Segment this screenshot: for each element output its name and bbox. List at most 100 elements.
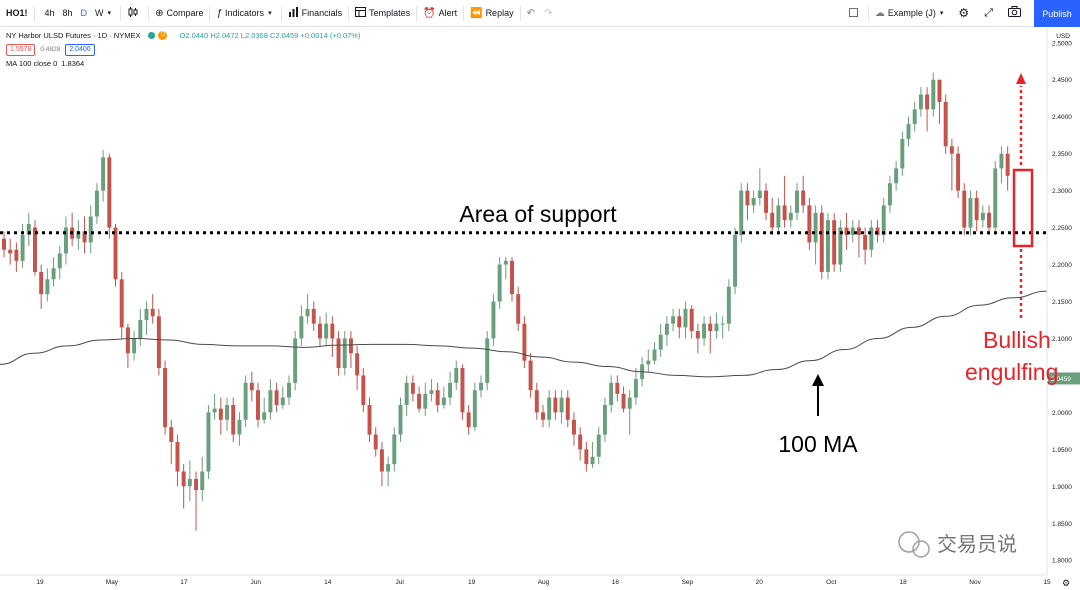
chevron-down-icon[interactable]: ▾ <box>107 10 112 17</box>
sell-price-button[interactable]: 1.5578 <box>6 43 36 56</box>
ma-value: 1.8364 <box>61 59 85 68</box>
redo-button[interactable]: ↷ <box>544 0 561 27</box>
candle-body <box>974 198 979 221</box>
candle-body <box>795 190 799 213</box>
expand-button[interactable]: ⤢ <box>978 0 1002 27</box>
currency-label: USD <box>1056 33 1070 40</box>
candle-body <box>163 368 168 428</box>
resolution-4h[interactable]: 4h <box>44 8 55 18</box>
candle <box>807 198 812 250</box>
candle <box>200 456 205 502</box>
time-axis[interactable]: 19 May 17 Jun 14 Jul 19 Aug 16 Sep 20 Oct 18 Nov 15 ⚙ <box>0 574 1070 588</box>
candle-body <box>714 323 719 332</box>
candle <box>26 212 31 247</box>
candle-body <box>881 205 886 235</box>
candle <box>398 397 403 442</box>
candle <box>695 323 700 354</box>
fullscreen-toggle[interactable]: ☐ <box>842 0 868 27</box>
cloud-icon: ☁ <box>874 7 885 19</box>
compare-label: Compare <box>166 8 204 18</box>
candle <box>968 190 973 235</box>
candle <box>57 246 62 280</box>
candle-body <box>503 260 508 265</box>
candle <box>138 308 143 346</box>
wechat-icon-bubble <box>912 540 930 558</box>
candle <box>386 456 391 487</box>
candle <box>980 205 985 228</box>
candle <box>850 220 855 243</box>
toolbar-divider <box>120 5 122 21</box>
candle-body <box>132 338 137 354</box>
watermark: 交易员说 <box>898 531 1017 558</box>
undo-button[interactable]: ↶ <box>521 0 544 27</box>
time-tick-label: Sep <box>682 579 694 586</box>
candle <box>516 286 521 332</box>
candle-body <box>212 408 217 413</box>
candle-body <box>26 223 31 235</box>
candle-body <box>398 404 403 435</box>
candle <box>181 464 186 509</box>
resolution-d[interactable]: D <box>80 8 88 18</box>
compare-button[interactable]: ⊕ Compare <box>149 0 209 27</box>
candle <box>231 397 236 442</box>
candle-body <box>850 227 855 235</box>
financials-button[interactable]: Financials <box>282 0 349 27</box>
buy-price-button[interactable]: 2.0406 <box>65 43 95 56</box>
candle <box>317 316 322 346</box>
bullish-label: Bullish <box>983 327 1051 353</box>
candle-body <box>918 94 923 110</box>
candle <box>225 397 230 431</box>
templates-button[interactable]: Templates <box>349 0 416 27</box>
candle <box>466 404 471 435</box>
candle-body <box>82 231 87 243</box>
chart-type-button[interactable] <box>121 0 148 27</box>
candle-body <box>739 190 744 235</box>
engulfing-box <box>1012 168 1034 248</box>
snapshot-button[interactable] <box>1002 0 1030 27</box>
candle <box>32 220 37 276</box>
bar-chart-icon <box>288 6 299 20</box>
candle-body <box>764 190 769 213</box>
publish-button[interactable]: Publish <box>1034 0 1080 27</box>
indicators-button[interactable]: ƒ Indicators ▾ <box>210 0 280 27</box>
candle <box>212 393 217 420</box>
layout-menu[interactable]: ☁ Example (J) ▾ <box>869 0 953 27</box>
candle-body <box>286 382 291 398</box>
candle <box>652 342 657 365</box>
candle <box>274 382 279 413</box>
candle-body <box>237 419 242 435</box>
function-icon: ƒ <box>216 7 223 19</box>
candle-body <box>63 227 68 254</box>
candle <box>249 371 254 402</box>
candle-body <box>379 449 384 472</box>
candle-body <box>485 338 490 383</box>
time-tick-label: Aug <box>538 579 550 586</box>
candle-body <box>757 190 762 199</box>
candle-body <box>658 334 663 350</box>
resolution-w[interactable]: W <box>95 8 104 18</box>
alert-button[interactable]: ⏰ Alert <box>417 0 463 27</box>
candle-body <box>150 308 155 317</box>
candle-body <box>299 316 304 339</box>
candle <box>70 212 75 247</box>
candle <box>45 268 50 302</box>
candle <box>770 198 775 235</box>
candle <box>355 345 360 391</box>
toolbar-divider <box>148 5 150 21</box>
alert-label: Alert <box>438 8 458 18</box>
price-tick-label: 2.4500 <box>1052 77 1072 84</box>
candle-body <box>522 323 527 361</box>
symbol-search[interactable]: HO1! <box>0 0 34 27</box>
candle <box>602 397 607 442</box>
candle-body <box>968 198 973 228</box>
settings-button[interactable]: ⚙ <box>952 0 978 27</box>
candle-body <box>943 101 948 147</box>
resolution-8h[interactable]: 8h <box>62 8 73 18</box>
symbol-label: HO1! <box>6 8 28 18</box>
candle-body <box>249 382 254 391</box>
candle <box>627 390 632 435</box>
time-tick-label: 19 <box>468 579 476 586</box>
replay-button[interactable]: ⏪ Replay <box>464 0 519 27</box>
